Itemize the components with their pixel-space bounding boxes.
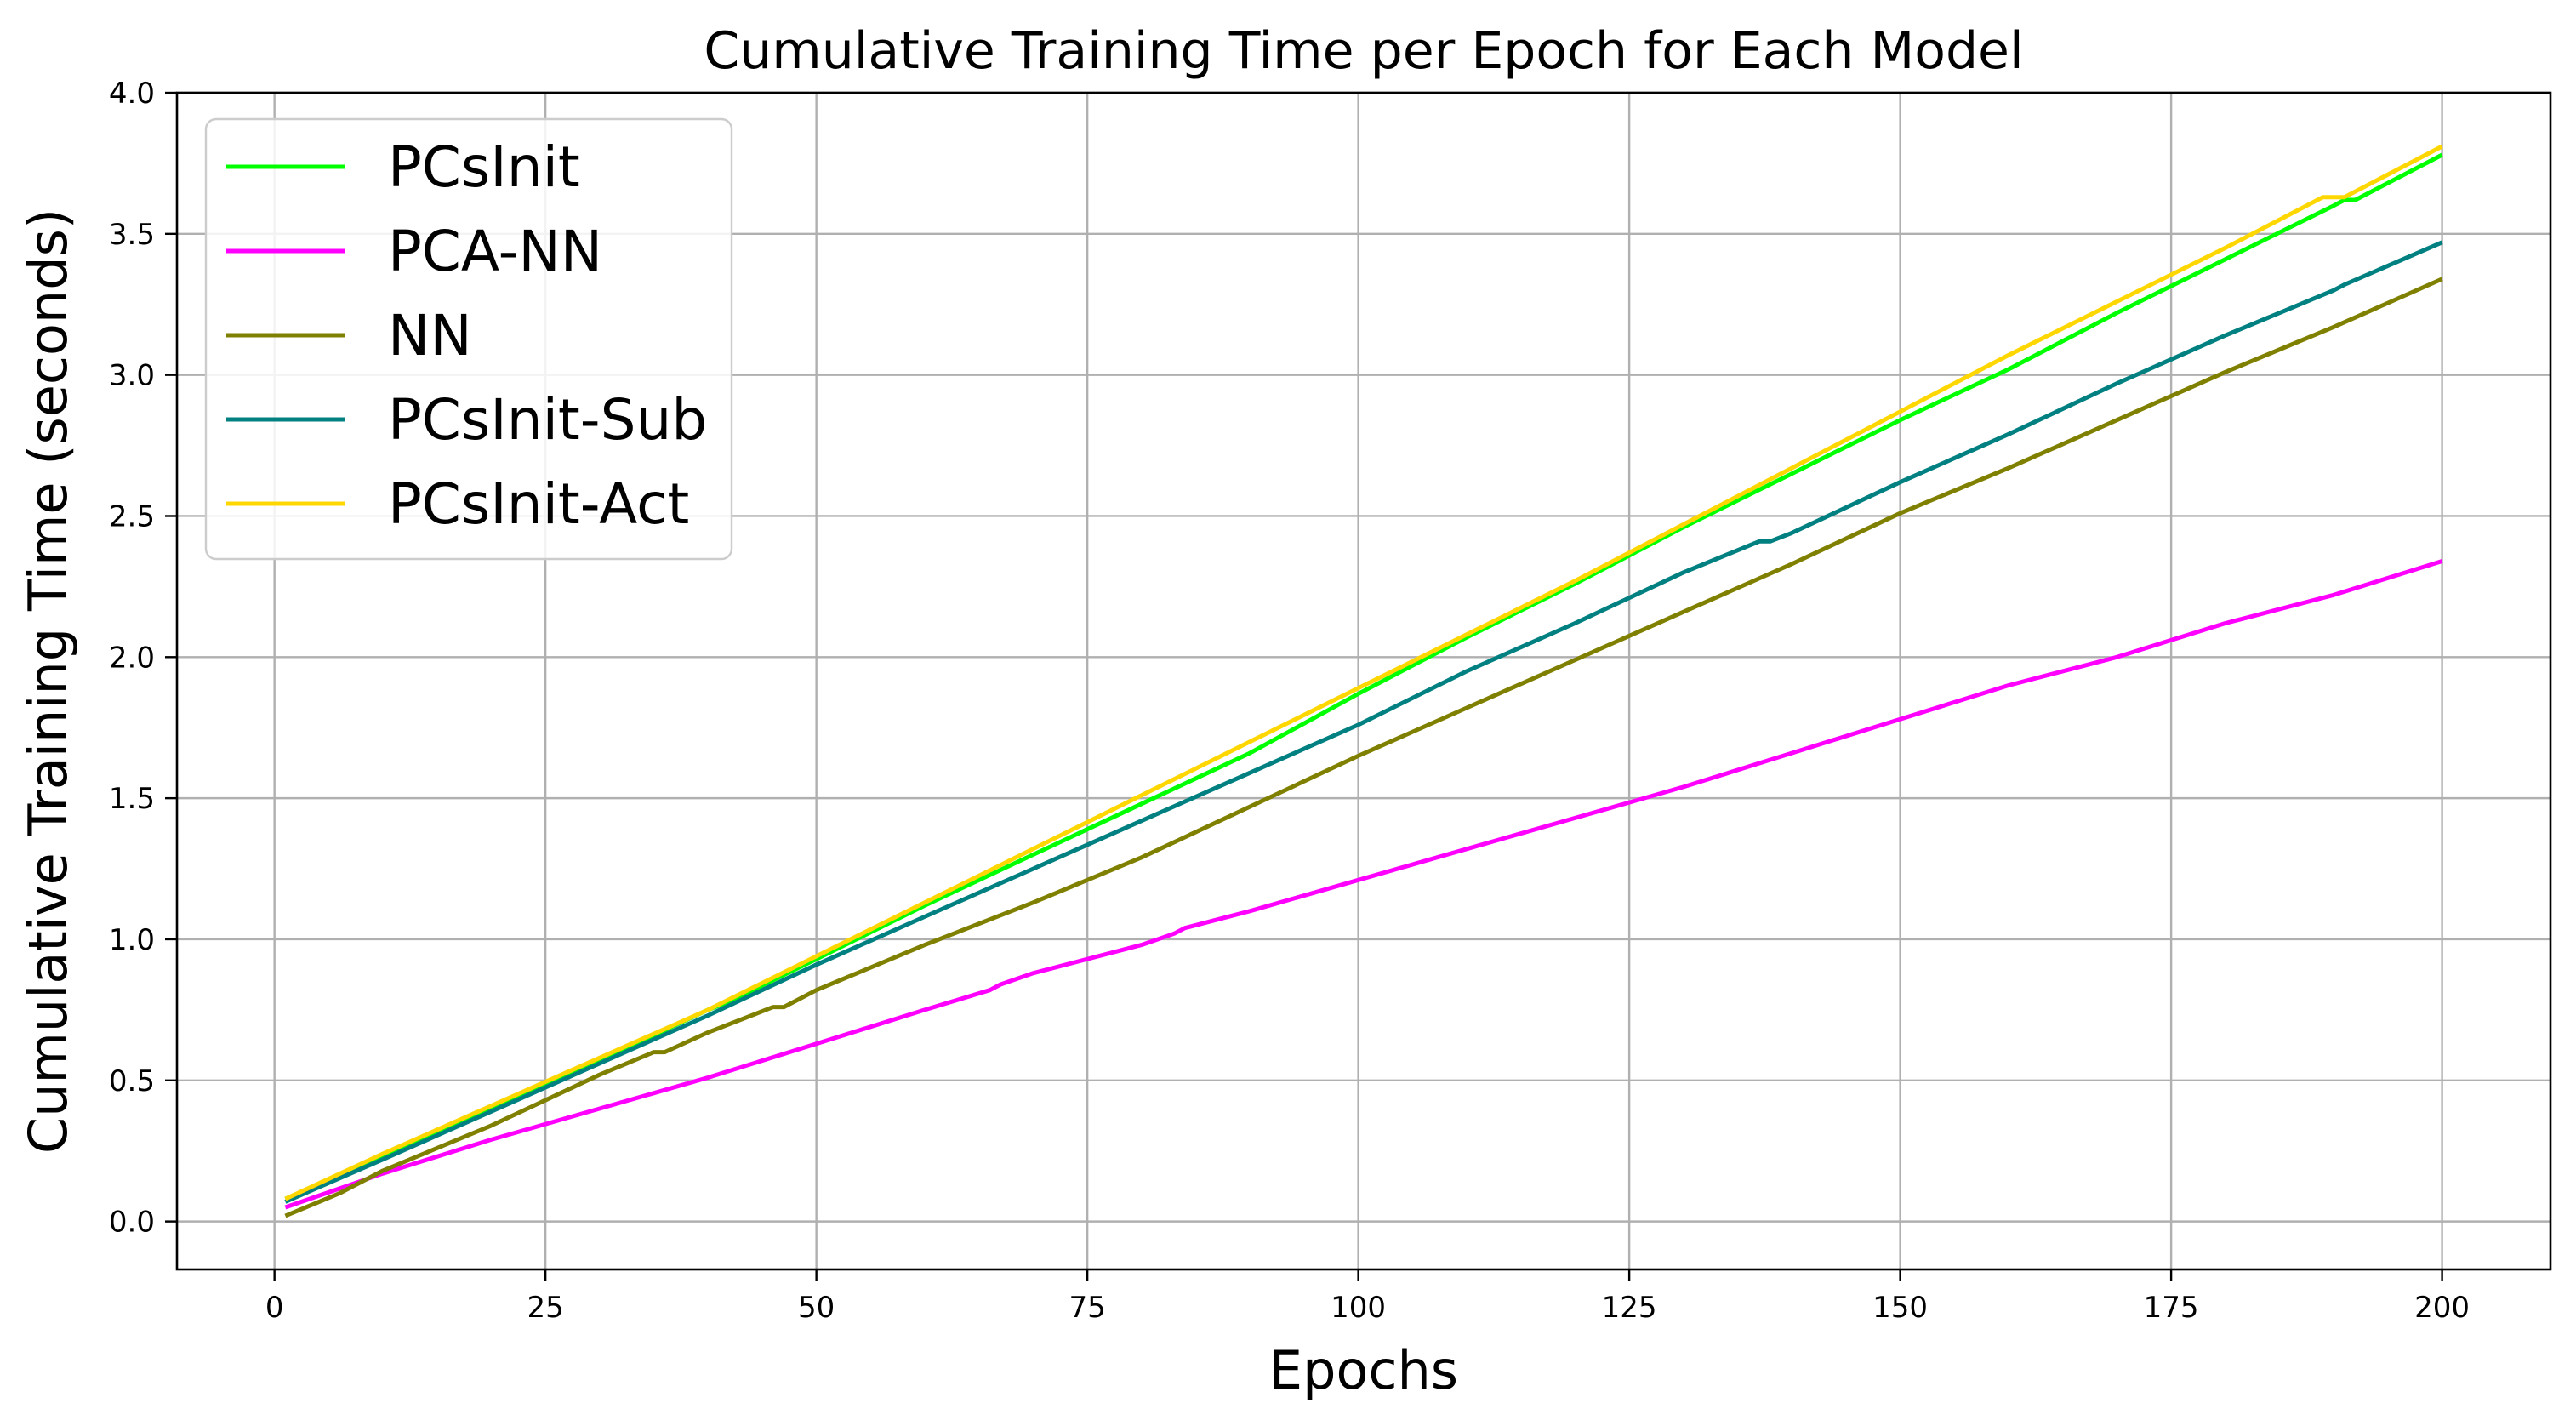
- y-tick-label: 4.0: [109, 77, 155, 111]
- y-tick-label: 2.5: [109, 499, 155, 533]
- x-tick-label: 25: [527, 1291, 564, 1325]
- x-tick-label: 0: [265, 1291, 284, 1325]
- x-axis-ticks: 0 25 50 75 100 125 150 175 200: [265, 1269, 2470, 1325]
- x-tick-label: 125: [1602, 1291, 1657, 1325]
- x-axis-label: Epochs: [1269, 1339, 1458, 1401]
- y-tick-label: 2.0: [109, 641, 155, 675]
- y-tick-label: 3.5: [109, 218, 155, 252]
- y-tick-label: 3.0: [109, 359, 155, 393]
- legend: PCsInit PCA-NN NN PCsInit-Sub PCsInit-Act: [204, 117, 733, 561]
- y-axis-ticks: 0.0 0.5 1.0 1.5 2.0 2.5 3.0 3.5 4.0: [109, 77, 177, 1240]
- x-tick-label: 150: [1872, 1291, 1928, 1325]
- x-tick-label: 200: [2414, 1291, 2470, 1325]
- x-tick-label: 100: [1331, 1291, 1386, 1325]
- legend-label: PCsInit-Act: [388, 471, 689, 537]
- legend-label: PCA-NN: [388, 219, 602, 284]
- y-tick-label: 1.0: [109, 923, 155, 957]
- grid-lines: [177, 91, 2550, 1269]
- plot-frame: [175, 91, 2552, 1271]
- series-line-pcsinit-act: [284, 144, 2443, 1201]
- series-line-pcsinit-sub: [284, 240, 2443, 1204]
- x-tick-label: 50: [798, 1291, 835, 1325]
- y-tick-label: 1.5: [109, 782, 155, 816]
- legend-label: PCsInit-Sub: [388, 387, 707, 453]
- legend-label: PCsInit: [388, 134, 580, 200]
- series-layer: [284, 144, 2443, 1218]
- y-tick-label: 0.5: [109, 1064, 155, 1098]
- chart-title: Cumulative Training Time per Epoch for E…: [704, 21, 2023, 81]
- x-tick-label: 175: [2144, 1291, 2199, 1325]
- series-line-nn: [284, 277, 2443, 1218]
- x-tick-label: 75: [1069, 1291, 1106, 1325]
- y-axis-label: Cumulative Training Time (seconds): [17, 208, 79, 1154]
- series-line-pca-nn: [284, 559, 2443, 1210]
- y-tick-label: 0.0: [109, 1206, 155, 1240]
- legend-box: [204, 117, 733, 561]
- legend-label: NN: [388, 303, 472, 368]
